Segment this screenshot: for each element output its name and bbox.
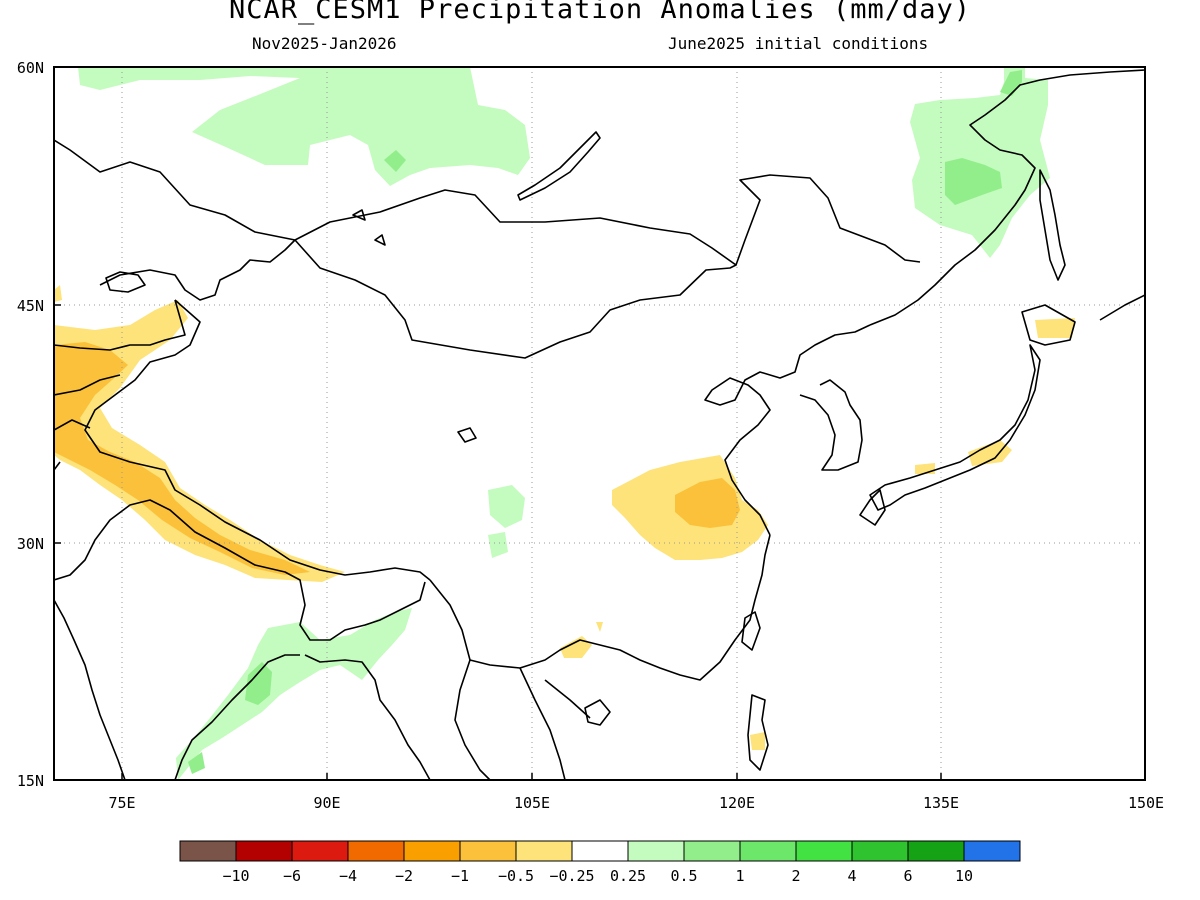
colorbar-label: 2 [791,867,800,885]
wet-anomaly-bay-of-bengal-core [188,662,272,774]
colorbar-swatch [571,840,629,862]
colorbar-label: −0.5 [498,867,534,885]
colorbar-label: 0.5 [670,867,697,885]
wet-anomaly-siberia-core [384,150,406,172]
colorbar-label: −0.25 [549,867,594,885]
colorbar-label: −1 [451,867,469,885]
lat-label-30: 30N [17,535,44,553]
lon-label-135: 135E [923,794,959,812]
colorbar-swatch [459,840,517,862]
colorbar-swatch [291,840,349,862]
colorbar-label: 4 [847,867,856,885]
coastlines-and-borders [54,69,1145,780]
colorbar-label: 10 [955,867,973,885]
colorbar-label: 1 [735,867,744,885]
lat-label-15: 15N [17,772,44,790]
map-title: NCAR_CESM1 Precipitation Anomalies (mm/d… [229,0,971,25]
lat-label-45: 45N [17,297,44,315]
dry-anomaly-japan [750,318,1075,750]
lon-label-105: 105E [514,794,550,812]
grid-lines [54,67,1145,780]
tick-marks [54,304,942,780]
wet-anomaly-far-east [910,67,1050,258]
colorbar-swatch [739,840,797,862]
dry-anomaly-west-himalaya-core [54,342,310,575]
lon-label-150: 150E [1128,794,1164,812]
colorbar-label: −2 [395,867,413,885]
dry-anomaly-eastern-siberia [54,285,62,302]
dry-anomaly-west-himalaya [54,300,345,582]
colorbar-label: 0.25 [610,867,646,885]
colorbar-legend: −10 −6 −4 −2 −1 −0.5 −0.25 0.25 0.5 1 2 4 6 10 [179,840,1021,885]
colorbar-swatch [627,840,685,862]
colorbar-swatch [179,840,237,862]
colorbar-swatch [235,840,293,862]
map-frame [53,66,1146,781]
lon-label-120: 120E [719,794,755,812]
lat-label-60: 60N [17,59,44,77]
colorbar-label: −10 [222,867,249,885]
colorbar-swatch [851,840,909,862]
colorbar-swatch [515,840,573,862]
colorbar-swatch [907,840,965,862]
dry-anomaly-east-china-core [675,478,740,528]
colorbar-label: −6 [283,867,301,885]
colorbar-swatch [683,840,741,862]
lon-label-75: 75E [108,794,135,812]
initial-conditions: June2025 initial conditions [668,34,929,53]
lon-label-90: 90E [313,794,340,812]
wet-anomaly-far-east-core [945,158,1002,205]
anomaly-field [54,67,1075,780]
colorbar-label: −4 [339,867,357,885]
wet-anomaly-siberia [78,67,530,186]
colorbar-swatch [347,840,405,862]
wet-anomaly-bay-of-bengal [176,608,412,780]
colorbar-swatch [403,840,461,862]
colorbar-swatch [963,840,1021,862]
wet-anomaly-tibet [488,485,525,558]
colorbar-label: 6 [903,867,912,885]
forecast-period: Nov2025-Jan2026 [252,34,397,53]
colorbar-swatch [795,840,853,862]
